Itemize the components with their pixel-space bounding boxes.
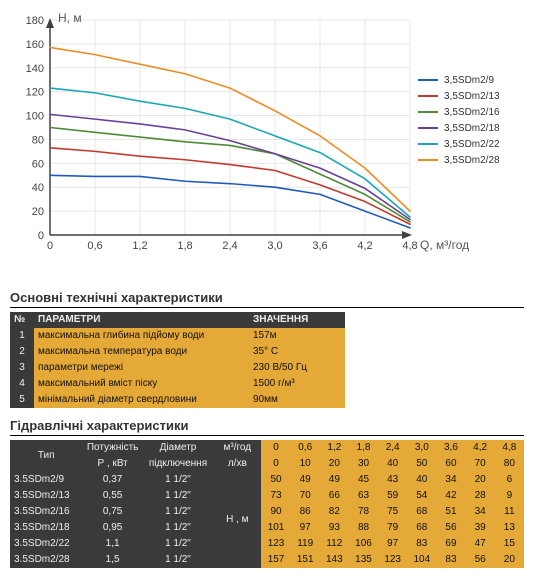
chart-svg: 0 20 40 60 80 100 120 140 160 180 0 0,6 1,2 1,8 2,4 3,0… <box>10 10 524 270</box>
flow-m3: 3,6 <box>436 440 465 456</box>
spec-row: 5мінімальний діаметр свердловини90мм <box>10 392 345 408</box>
col-param: ПАРАМЕТРИ <box>34 312 249 328</box>
svg-text:3,5SDm2/13: 3,5SDm2/13 <box>444 91 500 102</box>
spec-row: 4максимальний вміст піску1500 г/м³ <box>10 376 345 392</box>
svg-text:4,8: 4,8 <box>402 240 417 252</box>
flow-m3: 4,8 <box>495 440 524 456</box>
col-value: ЗНАЧЕННЯ <box>249 312 345 328</box>
model-row: 3.5SDm2/130,551 1/2"73706663595442289 <box>10 488 524 504</box>
flow-m3: 1,8 <box>349 440 378 456</box>
divider <box>10 307 524 308</box>
flow-lmin: 40 <box>378 456 407 472</box>
svg-text:0: 0 <box>47 240 53 252</box>
flow-lmin: 20 <box>320 456 349 472</box>
flow-lmin: 50 <box>407 456 436 472</box>
flow-m3: 0,6 <box>291 440 320 456</box>
model-row: 3.5SDm2/221,11 1/2"123119112106978369471… <box>10 536 524 552</box>
flow-lmin: 80 <box>495 456 524 472</box>
svg-text:120: 120 <box>26 87 44 99</box>
unit-lmin: л/хв <box>213 456 261 472</box>
model-row: 3.5SDm2/160,751 1/2"908682787568513411 <box>10 504 524 520</box>
col-power: Потужність <box>82 440 142 456</box>
svg-text:4,2: 4,2 <box>357 240 372 252</box>
svg-text:Н, м: Н, м <box>58 11 82 25</box>
unit-m3: м³/год <box>213 440 261 456</box>
flow-m3: 2,4 <box>378 440 407 456</box>
svg-text:0: 0 <box>38 230 44 242</box>
svg-text:0,6: 0,6 <box>87 240 102 252</box>
svg-text:20: 20 <box>32 206 44 218</box>
main-specs-table: №ПАРАМЕТРИЗНАЧЕННЯ1максимальна глибина п… <box>10 312 345 408</box>
divider <box>10 435 524 436</box>
flow-lmin: 0 <box>261 456 290 472</box>
hm-label: Н , м <box>213 472 261 568</box>
svg-text:80: 80 <box>32 134 44 146</box>
col-no: № <box>10 312 34 328</box>
flow-m3: 4,2 <box>466 440 495 456</box>
flow-lmin: 10 <box>291 456 320 472</box>
svg-text:3,5SDm2/9: 3,5SDm2/9 <box>444 75 494 86</box>
svg-text:1,2: 1,2 <box>132 240 147 252</box>
svg-text:180: 180 <box>26 15 44 27</box>
svg-text:3,5SDm2/16: 3,5SDm2/16 <box>444 107 500 118</box>
hydraulic-title: Гідравлічні характеристики <box>10 418 524 433</box>
svg-text:100: 100 <box>26 111 44 123</box>
flow-lmin: 30 <box>349 456 378 472</box>
flow-m3: 3,0 <box>407 440 436 456</box>
svg-text:3,5SDm2/28: 3,5SDm2/28 <box>444 155 500 166</box>
svg-text:3,0: 3,0 <box>267 240 282 252</box>
spec-row: 3параметри мережі230 В/50 Гц <box>10 360 345 376</box>
svg-text:60: 60 <box>32 158 44 170</box>
model-row: 3.5SDm2/180,951 1/2"1019793887968563913 <box>10 520 524 536</box>
spec-row: 2максимальна температура води35° С <box>10 344 345 360</box>
model-row: 3.5SDm2/90,371 1/2"Н , м5049494543403420… <box>10 472 524 488</box>
svg-text:160: 160 <box>26 39 44 51</box>
col-type: Тип <box>10 440 82 472</box>
flow-m3: 0 <box>261 440 290 456</box>
svg-text:2,4: 2,4 <box>222 240 237 252</box>
svg-text:3,5SDm2/18: 3,5SDm2/18 <box>444 123 500 134</box>
svg-text:140: 140 <box>26 63 44 75</box>
svg-text:40: 40 <box>32 182 44 194</box>
flow-lmin: 70 <box>466 456 495 472</box>
flow-lmin: 60 <box>436 456 465 472</box>
pump-curves-chart: 0 20 40 60 80 100 120 140 160 180 0 0,6 1,2 1,8 2,4 3,0… <box>10 10 524 280</box>
svg-text:1,8: 1,8 <box>177 240 192 252</box>
col-diam: Діаметр <box>143 440 213 456</box>
svg-text:Q, м³/год: Q, м³/год <box>420 238 469 252</box>
spec-row: 1максимальна глибина підйому води157м <box>10 328 345 344</box>
svg-text:3,6: 3,6 <box>312 240 327 252</box>
hydraulic-table: ТипПотужністьДіаметрм³/год00,61,21,82,43… <box>10 440 524 568</box>
svg-text:3,5SDm2/22: 3,5SDm2/22 <box>444 139 500 150</box>
main-specs-title: Основні технічні характеристики <box>10 290 524 305</box>
model-row: 3.5SDm2/281,51 1/2"157151143135123104835… <box>10 552 524 568</box>
flow-m3: 1,2 <box>320 440 349 456</box>
